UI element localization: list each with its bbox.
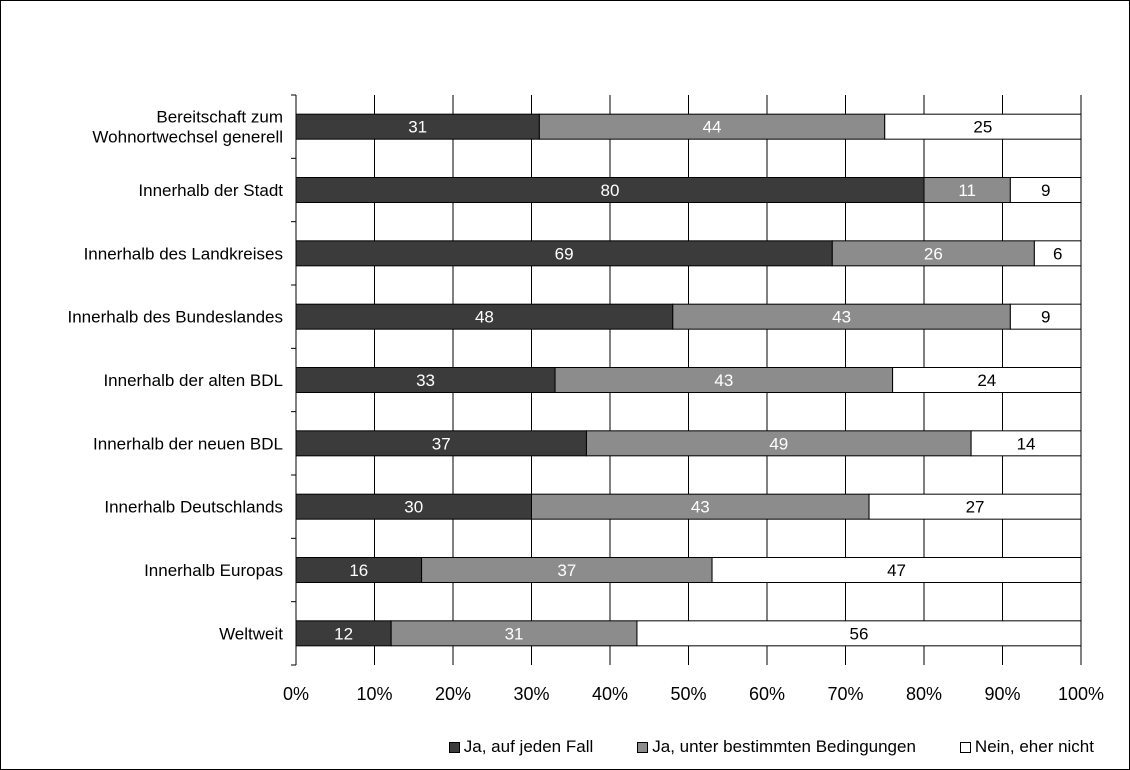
data-label: 80 xyxy=(601,181,620,200)
x-tick-label: 0% xyxy=(283,684,309,704)
data-label: 49 xyxy=(769,434,788,453)
bar-segment xyxy=(636,620,1082,647)
legend-item-series-1: Ja, auf jeden Fall xyxy=(448,737,594,757)
category-label: Innerhalb der neuen BDL xyxy=(93,434,283,453)
data-label: 12 xyxy=(334,624,353,643)
data-label: 9 xyxy=(1041,308,1050,327)
category-label: Innerhalb Europas xyxy=(144,561,283,580)
bar-segment xyxy=(923,177,1011,203)
category-label: Innerhalb des Landkreises xyxy=(84,244,283,263)
x-tick-label: 100% xyxy=(1058,684,1104,704)
category-label: Weltweit xyxy=(219,624,283,643)
data-label: 48 xyxy=(475,308,494,327)
x-tick-label: 60% xyxy=(749,684,785,704)
x-tick-label: 30% xyxy=(513,684,549,704)
bar-segment xyxy=(884,113,1082,140)
x-tick-label: 40% xyxy=(592,684,628,704)
bar-segment xyxy=(711,557,1082,583)
bar-segment xyxy=(970,430,1082,457)
bar-segment xyxy=(1033,240,1082,267)
bar-segment xyxy=(585,430,972,457)
category-label: Wohnortwechsel generell xyxy=(92,128,283,147)
category-label: Bereitschaft zum xyxy=(156,108,283,127)
bar-segment xyxy=(295,177,925,203)
bar-segment xyxy=(295,367,556,393)
data-label: 24 xyxy=(977,371,996,390)
bar-segment xyxy=(295,240,833,267)
x-tick-label: 50% xyxy=(670,684,706,704)
data-label: 25 xyxy=(973,118,992,137)
x-tick-label: 70% xyxy=(827,684,863,704)
bar-segment xyxy=(295,620,392,647)
legend: Ja, auf jeden Fall Ja, unter bestimmten … xyxy=(0,737,1130,757)
legend-swatch-series-3 xyxy=(959,741,971,753)
data-label: 33 xyxy=(416,371,435,390)
x-tick-label: 90% xyxy=(984,684,1020,704)
bar-segment xyxy=(538,113,886,140)
legend-item-series-2: Ja, unter bestimmten Bedingungen xyxy=(637,737,916,757)
data-label: 9 xyxy=(1041,181,1050,200)
bar-segment xyxy=(295,557,423,583)
category-label: Innerhalb des Bundeslandes xyxy=(68,308,284,327)
data-label: 43 xyxy=(832,308,851,327)
bar-segment xyxy=(1009,303,1082,330)
data-label: 37 xyxy=(557,561,576,580)
legend-swatch-series-1 xyxy=(448,741,460,753)
data-label: 6 xyxy=(1053,244,1062,263)
data-label: 31 xyxy=(408,118,427,137)
data-label: 16 xyxy=(349,561,368,580)
data-label: 26 xyxy=(924,244,943,263)
data-label: 37 xyxy=(432,434,451,453)
data-label: 69 xyxy=(555,244,574,263)
bar-segment xyxy=(554,367,894,393)
legend-label-series-2: Ja, unter bestimmten Bedingungen xyxy=(652,737,916,756)
data-label: 14 xyxy=(1017,434,1036,453)
x-tick-label: 80% xyxy=(906,684,942,704)
data-label: 43 xyxy=(714,371,733,390)
legend-item-series-3: Nein, eher nicht xyxy=(959,737,1094,757)
category-label: Innerhalb der Stadt xyxy=(138,181,283,200)
bar-segment xyxy=(1009,177,1082,203)
data-label: 30 xyxy=(404,498,423,517)
legend-label-series-1: Ja, auf jeden Fall xyxy=(463,737,594,756)
bar-segment xyxy=(892,367,1082,393)
data-label: 56 xyxy=(850,624,869,643)
bar-segment xyxy=(868,493,1082,520)
legend-label-series-3: Nein, eher nicht xyxy=(974,737,1094,756)
data-label: 27 xyxy=(966,498,985,517)
data-label: 11 xyxy=(958,181,976,200)
bar-segment xyxy=(421,557,713,583)
bar-segment xyxy=(531,493,870,520)
legend-swatch-series-2 xyxy=(637,741,649,753)
bar-segment xyxy=(295,303,674,330)
bar-segment xyxy=(295,113,540,140)
data-label: 43 xyxy=(691,498,710,517)
x-tick-label: 10% xyxy=(356,684,392,704)
bar-segment xyxy=(831,240,1035,267)
x-tick-label: 20% xyxy=(435,684,471,704)
bar-segment xyxy=(390,620,638,647)
data-label: 44 xyxy=(703,118,722,137)
category-label: Innerhalb der alten BDL xyxy=(103,371,283,390)
data-label: 31 xyxy=(505,624,524,643)
data-label: 47 xyxy=(887,561,906,580)
category-label: Innerhalb Deutschlands xyxy=(104,498,283,517)
bar-segment xyxy=(295,493,532,520)
